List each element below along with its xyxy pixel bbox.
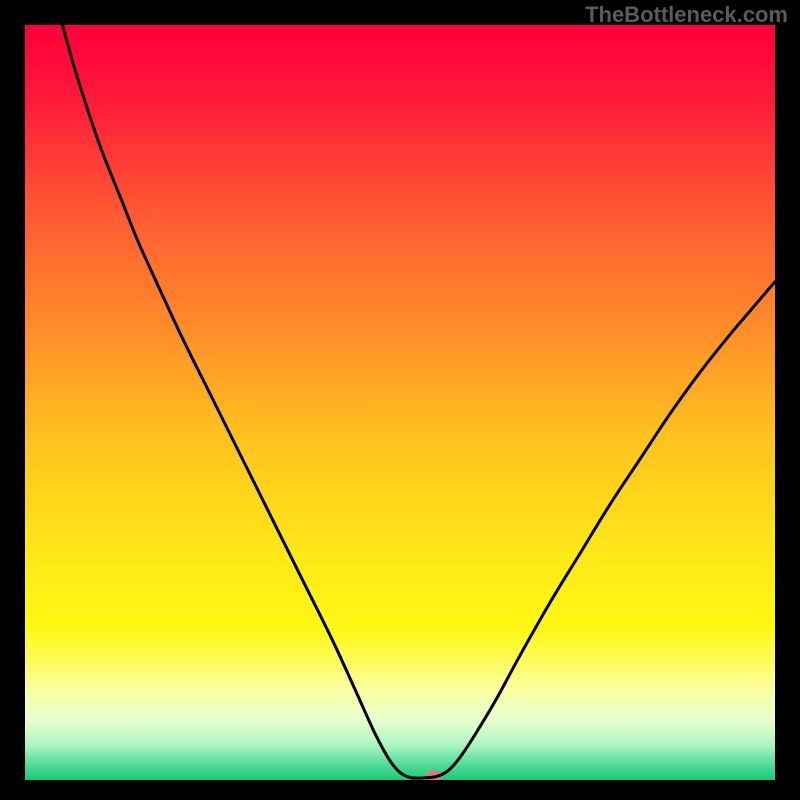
plot-area [25,25,775,780]
plot-svg [25,25,775,780]
gradient-background [25,25,775,780]
watermark-text: TheBottleneck.com [585,2,788,28]
chart-stage: TheBottleneck.com [0,0,800,800]
